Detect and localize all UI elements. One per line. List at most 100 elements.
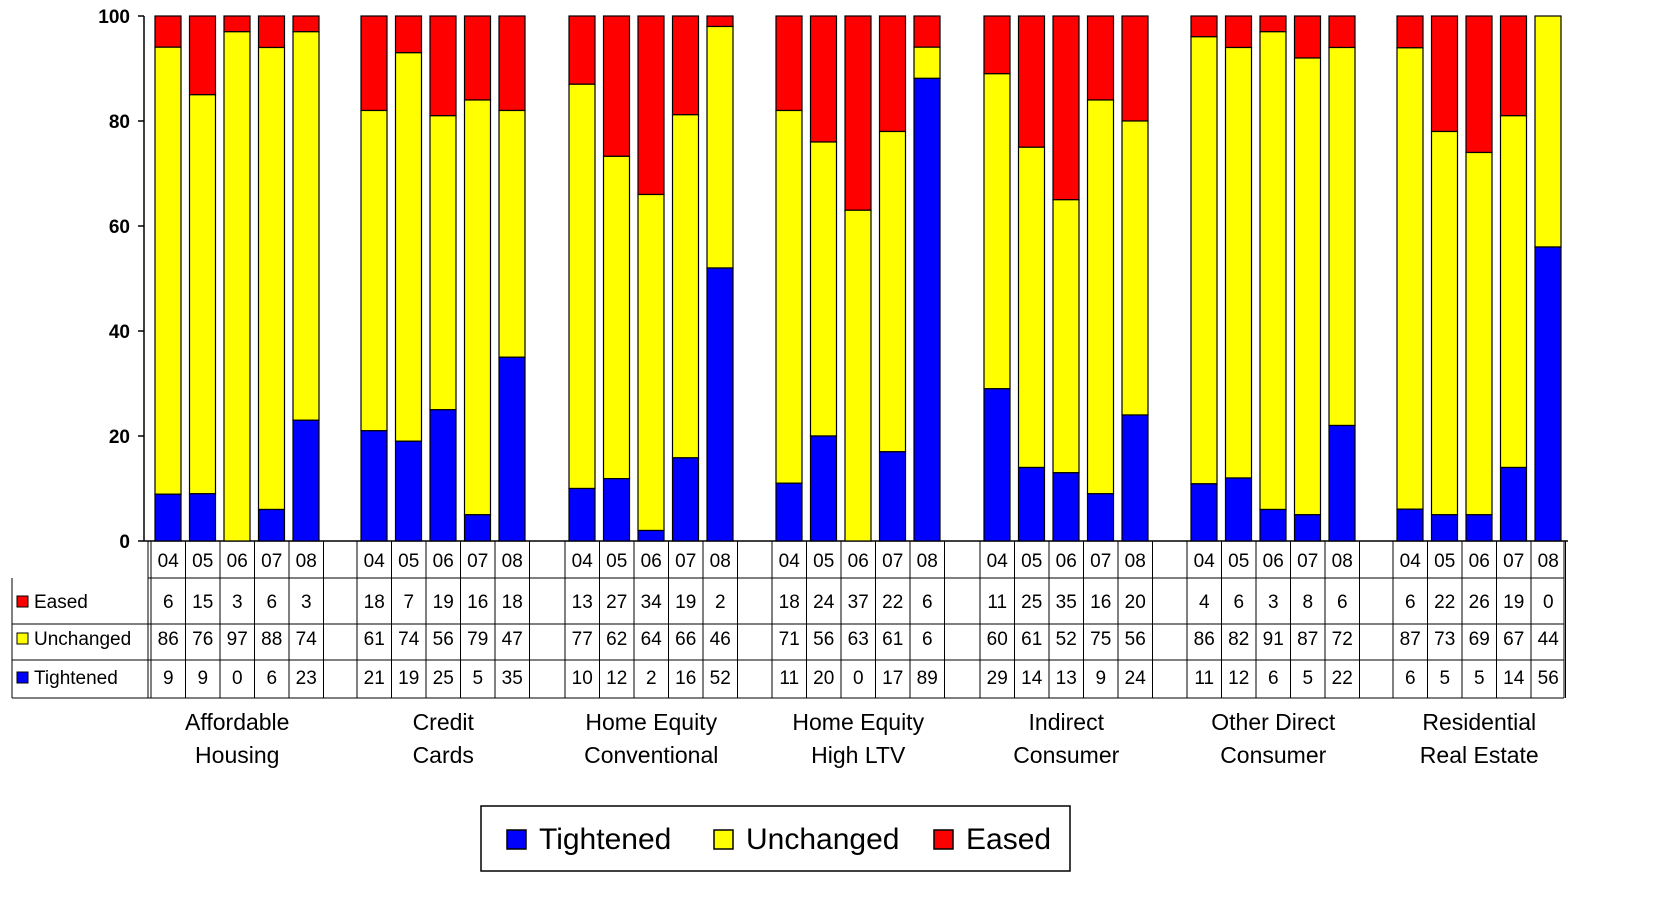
bar-eased (188, 15, 217, 96)
y-tick-label: 80 (109, 112, 130, 133)
bar-eased (1293, 15, 1322, 59)
table-cell: 6 (1405, 668, 1416, 689)
bar-unchanged (1121, 120, 1149, 416)
bar-eased (257, 15, 286, 49)
row-label-eased: Eased (34, 592, 88, 613)
table-cell: 46 (710, 629, 731, 650)
table-cell: 35 (1056, 592, 1077, 613)
table-cell: 52 (1056, 629, 1077, 650)
table-cell: 5 (1439, 668, 1450, 689)
bar-eased (1465, 15, 1493, 154)
table-cell: 47 (502, 629, 523, 650)
bar-unchanged (1017, 146, 1046, 469)
bar-eased (775, 15, 803, 112)
table-cell: 22 (1434, 592, 1455, 613)
table-cell: 6 (1337, 592, 1348, 613)
bar-unchanged (1534, 15, 1562, 248)
table-cell: 3 (301, 592, 312, 613)
table-cell: 25 (433, 668, 454, 689)
table-cell: 16 (467, 592, 488, 613)
table-cell: 71 (779, 629, 800, 650)
table-cell: 12 (606, 668, 627, 689)
table-cell: 29 (987, 668, 1008, 689)
bar-unchanged (775, 109, 803, 484)
table-cell: 9 (197, 668, 208, 689)
year-label: 06 (433, 551, 454, 572)
group-label: Real Estate (1420, 742, 1539, 768)
table-cell: 19 (433, 592, 454, 613)
table-cell: 56 (1538, 668, 1559, 689)
bar-tightened (1259, 508, 1287, 542)
bar-eased (292, 15, 320, 33)
year-label: 08 (710, 551, 731, 572)
table-cell: 19 (398, 668, 419, 689)
year-label: 07 (1297, 551, 1318, 572)
legend: Tightened Unchanged Eased (480, 805, 1071, 872)
bar-unchanged (602, 155, 631, 480)
y-tick-label: 60 (109, 217, 130, 238)
bar-unchanged (394, 52, 423, 442)
table-cell: 21 (364, 668, 385, 689)
bar-eased (1052, 15, 1080, 201)
group-label: Consumer (1013, 742, 1119, 768)
bar-eased (1121, 15, 1149, 122)
bar-tightened (292, 419, 320, 542)
table-cell: 6 (1268, 668, 1279, 689)
year-label: 08 (1538, 551, 1559, 572)
table-cell: 9 (163, 668, 174, 689)
bar-tightened (1017, 466, 1046, 542)
table-cell: 6 (922, 592, 933, 613)
group-label: Cards (413, 742, 474, 768)
bar-tightened (706, 267, 734, 542)
legend-label-tightened: Tightened (539, 823, 671, 856)
table-cell: 61 (882, 629, 903, 650)
legend-label-unchanged: Unchanged (746, 823, 899, 856)
bar-eased (1499, 15, 1528, 117)
year-label: 08 (1332, 551, 1353, 572)
table-cell: 37 (848, 592, 869, 613)
year-label: 08 (1125, 551, 1146, 572)
bar-eased (1224, 15, 1253, 49)
table-cell: 86 (158, 629, 179, 650)
table-cell: 5 (1302, 668, 1313, 689)
bar-eased (394, 15, 423, 54)
table-cell: 17 (882, 668, 903, 689)
bar-tightened (913, 77, 941, 542)
table-cell: 24 (813, 592, 835, 613)
table-cell: 62 (606, 629, 627, 650)
group-label: Consumer (1220, 742, 1326, 768)
bar-unchanged (360, 109, 388, 432)
table-cell: 88 (261, 629, 282, 650)
bar-tightened (154, 493, 182, 542)
table-cell: 6 (1233, 592, 1244, 613)
bar-unchanged (1293, 57, 1322, 516)
bar-tightened (568, 487, 596, 542)
year-label: 04 (158, 551, 180, 572)
table-cell: 26 (1469, 592, 1490, 613)
group-label: Conventional (584, 742, 718, 768)
table-cell: 5 (472, 668, 483, 689)
table-cell: 14 (1021, 668, 1043, 689)
table-cell: 2 (715, 592, 726, 613)
table-cell: 67 (1503, 629, 1524, 650)
bar-eased (1430, 15, 1459, 133)
table-cell: 75 (1090, 629, 1111, 650)
year-label: 05 (606, 551, 627, 572)
table-cell: 2 (646, 668, 657, 689)
bar-unchanged (1430, 130, 1459, 516)
year-label: 07 (467, 551, 488, 572)
bar-unchanged (154, 46, 182, 495)
table-cell: 16 (1090, 592, 1111, 613)
table-cell: 64 (641, 629, 663, 650)
table-cell: 0 (232, 668, 243, 689)
legend-label-eased: Eased (966, 823, 1051, 856)
legend-swatch-tightened (506, 829, 527, 850)
year-label: 08 (502, 551, 523, 572)
bar-eased (1396, 15, 1424, 49)
bar-tightened (1396, 508, 1424, 542)
row-swatch-eased (16, 595, 29, 608)
table-cell: 8 (1302, 592, 1313, 613)
table-cell: 11 (987, 592, 1007, 613)
table-cell: 56 (433, 629, 454, 650)
